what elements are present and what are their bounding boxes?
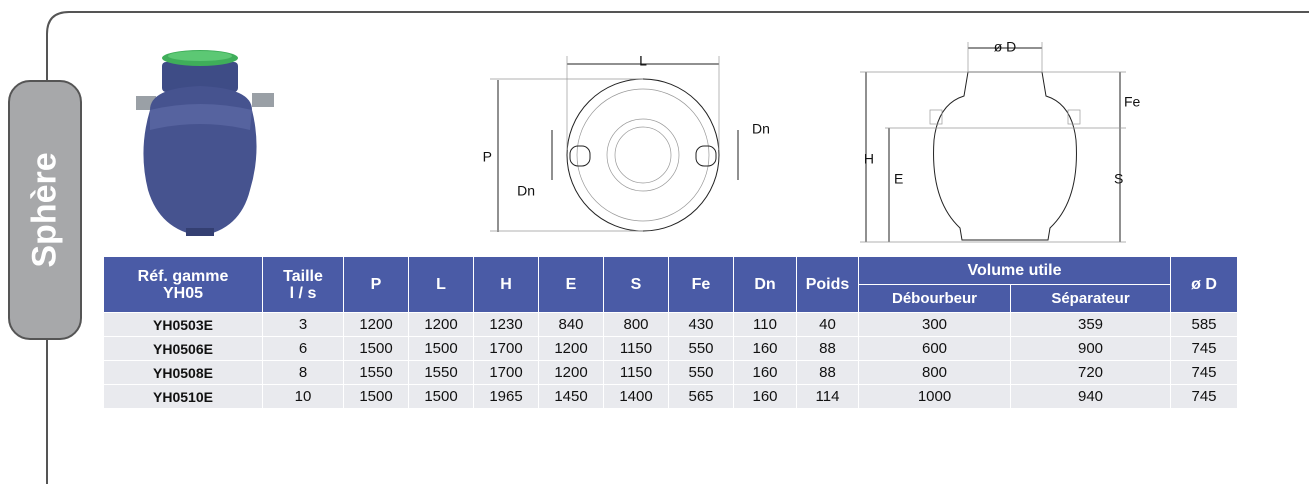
- table-cell: 40: [796, 312, 859, 337]
- table-cell: YH0510E: [103, 384, 263, 409]
- table-cell: 10: [262, 384, 344, 409]
- dim-label: Dn: [517, 183, 535, 199]
- dim-label: ø D: [994, 39, 1017, 55]
- table-cell: 1000: [858, 384, 1011, 409]
- top-view-diagram: L P Dn Dn: [483, 53, 770, 232]
- header-cell: Taille l / s: [262, 256, 344, 313]
- section-tab: Sphère: [8, 80, 82, 340]
- table-cell: 88: [796, 360, 859, 385]
- table-cell: 800: [603, 312, 669, 337]
- table-cell: 550: [668, 336, 734, 361]
- side-view-diagram: ø D Fe H E S: [860, 39, 1141, 243]
- table-cell: 1200: [538, 336, 604, 361]
- header-cell: Poids: [796, 256, 859, 313]
- tab-label: Sphère: [25, 152, 64, 268]
- header-cell: Volume utile: [858, 256, 1171, 285]
- header-text: Réf. gamme: [137, 267, 229, 285]
- dim-label: E: [894, 171, 903, 187]
- table-cell: 430: [668, 312, 734, 337]
- header-text: l / s: [289, 284, 317, 302]
- header-cell: Débourbeur: [858, 284, 1011, 313]
- table-cell: 110: [733, 312, 797, 337]
- header-text: Taille: [283, 267, 323, 285]
- dim-label: L: [639, 53, 647, 69]
- table-cell: 600: [858, 336, 1011, 361]
- table-body: YH0503E 3 1200 1200 1230 840 800 430 110 40 300 359…: [103, 312, 1238, 409]
- table-cell: 1550: [408, 360, 474, 385]
- table-cell: 720: [1010, 360, 1171, 385]
- table-cell: 160: [733, 384, 797, 409]
- table-cell: 1500: [343, 336, 409, 361]
- spec-table: Réf. gamme YH05 Taille l / s P L H E S Fe Dn Poid…: [103, 256, 1238, 409]
- table-cell: 3: [262, 312, 344, 337]
- dim-label: P: [483, 149, 492, 165]
- table-cell: 1230: [473, 312, 539, 337]
- table-cell: 1500: [408, 336, 474, 361]
- header-cell: Séparateur: [1010, 284, 1171, 313]
- dim-label: Fe: [1124, 94, 1141, 110]
- table-cell: 1450: [538, 384, 604, 409]
- table-cell: 1200: [538, 360, 604, 385]
- table-cell: 745: [1170, 384, 1238, 409]
- table-cell: 1500: [408, 384, 474, 409]
- table-row: YH0506E 6 1500 1500 1700 1200 1150 550 160 88 600 9…: [103, 336, 1238, 361]
- table-cell: 160: [733, 360, 797, 385]
- table-cell: 1150: [603, 360, 669, 385]
- header-cell: ø D: [1170, 256, 1238, 313]
- header-cell: L: [408, 256, 474, 313]
- table-cell: 840: [538, 312, 604, 337]
- frame: [46, 11, 1309, 484]
- header-cell: H: [473, 256, 539, 313]
- header-cell: Fe: [668, 256, 734, 313]
- table-cell: 940: [1010, 384, 1171, 409]
- header-row: Réf. gamme YH05 Taille l / s P L H E S Fe Dn Poid…: [103, 256, 1238, 313]
- table-cell: 1700: [473, 336, 539, 361]
- table-cell: YH0506E: [103, 336, 263, 361]
- table-cell: 88: [796, 336, 859, 361]
- table-cell: 160: [733, 336, 797, 361]
- header-cell: E: [538, 256, 604, 313]
- table-cell: 300: [858, 312, 1011, 337]
- header-cell: Dn: [733, 256, 797, 313]
- table-cell: 745: [1170, 360, 1238, 385]
- table-cell: 900: [1010, 336, 1171, 361]
- table-cell: 550: [668, 360, 734, 385]
- table-cell: YH0508E: [103, 360, 263, 385]
- dim-label: Dn: [752, 121, 770, 137]
- table-cell: 6: [262, 336, 344, 361]
- table-cell: 565: [668, 384, 734, 409]
- table-cell: 585: [1170, 312, 1238, 337]
- table-cell: 114: [796, 384, 859, 409]
- dim-label: S: [1114, 171, 1123, 187]
- table-cell: 1200: [343, 312, 409, 337]
- table-cell: 1400: [603, 384, 669, 409]
- tank-photo: [136, 50, 274, 236]
- table-cell: 1550: [343, 360, 409, 385]
- table-cell: 359: [1010, 312, 1171, 337]
- table-cell: 1965: [473, 384, 539, 409]
- header-cell: P: [343, 256, 409, 313]
- table-cell: 745: [1170, 336, 1238, 361]
- table-row: YH0510E 10 1500 1500 1965 1450 1400 565 160 114 10…: [103, 384, 1238, 409]
- header-cell: Réf. gamme YH05: [103, 256, 263, 313]
- header-text: YH05: [162, 284, 204, 302]
- table-cell: 1700: [473, 360, 539, 385]
- header-cell: S: [603, 256, 669, 313]
- table-cell: YH0503E: [103, 312, 263, 337]
- table-cell: 8: [262, 360, 344, 385]
- table-row: YH0503E 3 1200 1200 1230 840 800 430 110 40 300 359…: [103, 312, 1238, 337]
- table-cell: 1200: [408, 312, 474, 337]
- table-cell: 1500: [343, 384, 409, 409]
- table-cell: 800: [858, 360, 1011, 385]
- table-cell: 1150: [603, 336, 669, 361]
- dim-label: H: [864, 151, 874, 167]
- table-row: YH0508E 8 1550 1550 1700 1200 1150 550 160 88 800 7…: [103, 360, 1238, 385]
